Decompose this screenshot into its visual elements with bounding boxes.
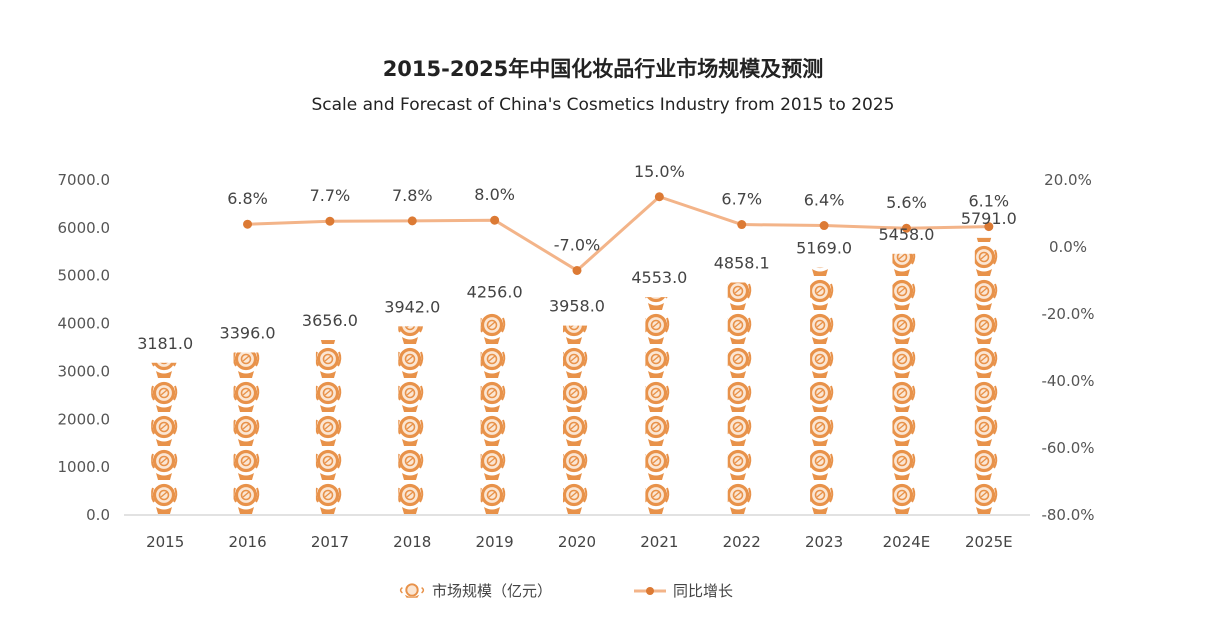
- growth-value-label: -7.0%: [554, 235, 600, 254]
- growth-point[interactable]: [407, 216, 417, 226]
- legend-item-growth[interactable]: 同比增长: [634, 582, 733, 600]
- growth-line: [247, 195, 989, 272]
- y-right-tick-label: -60.0%: [1041, 439, 1094, 457]
- bar-value-label: 3958.0: [549, 297, 605, 316]
- y-left-tick-label: 7000.0: [58, 171, 111, 189]
- growth-point[interactable]: [490, 215, 500, 225]
- legend-label-growth: 同比增长: [673, 582, 733, 600]
- growth-value-label: 7.8%: [392, 186, 433, 205]
- y-left-tick-label: 4000.0: [58, 315, 111, 333]
- growth-point[interactable]: [819, 221, 829, 231]
- x-tick-label: 2016: [228, 533, 266, 551]
- bar-market-size[interactable]: [480, 311, 509, 515]
- y-left-tick-label: 0.0: [86, 506, 110, 524]
- bar-market-size[interactable]: [727, 282, 756, 515]
- bar-market-size[interactable]: [974, 237, 1003, 515]
- x-tick-label: 2025E: [965, 533, 1013, 551]
- x-tick-label: 2023: [805, 533, 843, 551]
- growth-point[interactable]: [984, 222, 994, 232]
- y-left-tick-label: 2000.0: [58, 410, 111, 428]
- x-tick-label: 2018: [393, 533, 431, 551]
- legend-marker-swatch: [646, 587, 654, 595]
- growth-point[interactable]: [243, 219, 253, 229]
- legend: 市场规模（亿元） 同比增长: [399, 582, 733, 600]
- x-tick-label: 2019: [476, 533, 514, 551]
- growth-value-label: 7.7%: [310, 186, 351, 205]
- bar-value-label: 3656.0: [302, 311, 358, 330]
- bars-group: [151, 237, 1003, 515]
- y-right-tick-label: 0.0%: [1049, 238, 1087, 256]
- bar-market-size[interactable]: [151, 362, 180, 515]
- mirror-icon: [399, 583, 425, 598]
- growth-point[interactable]: [654, 192, 664, 202]
- bar-value-label: 3942.0: [384, 297, 440, 316]
- growth-point[interactable]: [901, 223, 911, 233]
- y-right-tick-label: -20.0%: [1041, 305, 1094, 323]
- bar-market-size[interactable]: [233, 352, 262, 515]
- bar-market-size[interactable]: [315, 340, 344, 515]
- growth-value-label: 6.8%: [227, 189, 268, 208]
- x-tick-label: 2024E: [883, 533, 931, 551]
- growth-value-label: 6.7%: [721, 190, 762, 209]
- y-right-tick-label: 20.0%: [1044, 171, 1092, 189]
- y-right-tick-label: -80.0%: [1041, 506, 1094, 524]
- bar-value-label: 4553.0: [631, 268, 687, 287]
- y-right-tick-label: -40.0%: [1041, 372, 1094, 390]
- bar-market-size[interactable]: [563, 325, 591, 515]
- bar-value-label: 3396.0: [220, 323, 276, 342]
- growth-point[interactable]: [737, 220, 747, 230]
- growth-line-group: [243, 192, 994, 275]
- data-labels-group: 3181.0 3396.0 3656.0 3942.0 4256.0 3958.0 4553…: [137, 162, 1017, 353]
- chart-subtitle: Scale and Forecast of China's Cosmetics …: [312, 95, 895, 115]
- legend-label-market-size: 市场规模（亿元）: [432, 582, 552, 600]
- growth-value-label: 5.6%: [886, 193, 927, 212]
- bar-value-label: 5169.0: [796, 239, 852, 258]
- growth-value-label: 8.0%: [474, 185, 515, 204]
- chart-title: 2015-2025年中国化妆品行业市场规模及预测: [383, 57, 824, 81]
- bar-market-size[interactable]: [892, 253, 921, 515]
- y-left-tick-label: 1000.0: [58, 458, 111, 476]
- y-left-tick-label: 5000.0: [58, 267, 111, 285]
- x-tick-label: 2021: [640, 533, 678, 551]
- growth-point[interactable]: [325, 216, 335, 226]
- bar-value-label: 3181.0: [137, 334, 193, 353]
- bar-market-size[interactable]: [645, 297, 674, 515]
- x-tick-label: 2020: [558, 533, 596, 551]
- bar-value-label: 4256.0: [467, 282, 523, 301]
- growth-point[interactable]: [572, 265, 582, 275]
- y-left-tick-label: 6000.0: [58, 219, 111, 237]
- legend-item-market-size[interactable]: 市场规模（亿元）: [399, 582, 552, 600]
- bar-value-label: 5791.0: [961, 209, 1017, 228]
- x-tick-label: 2017: [311, 533, 349, 551]
- bar-value-label: 5458.0: [878, 225, 934, 244]
- growth-value-label: 6.4%: [804, 191, 845, 210]
- bar-value-label: 4858.1: [714, 254, 770, 273]
- bar-market-size[interactable]: [810, 267, 839, 515]
- growth-value-label: 6.1%: [968, 192, 1009, 211]
- y-left-tick-label: 3000.0: [58, 362, 111, 380]
- x-tick-label: 2022: [723, 533, 761, 551]
- x-tick-label: 2015: [146, 533, 184, 551]
- bar-market-size[interactable]: [398, 326, 427, 515]
- growth-value-label: 15.0%: [634, 162, 685, 181]
- axes-group: 0.0 1000.0 2000.0 3000.0 4000.0 5000.0 6000.0 7…: [58, 171, 1095, 551]
